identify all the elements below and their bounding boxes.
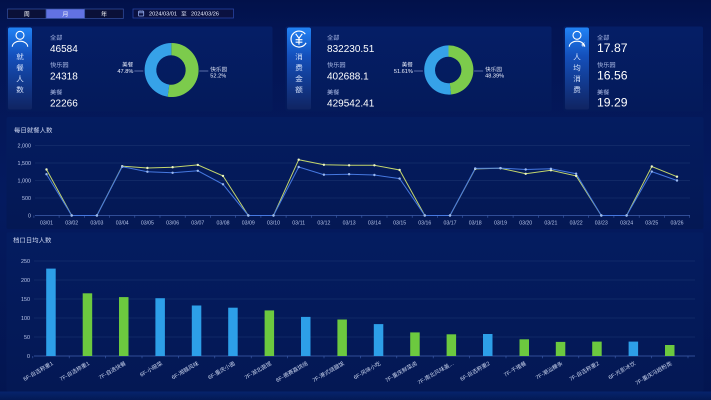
svg-text:1: 1 [49,361,55,368]
svg-text:03/20: 03/20 [519,221,532,227]
svg-text:03/06: 03/06 [166,221,179,227]
svg-text:200: 200 [21,278,30,284]
svg-text:03/14: 03/14 [368,221,381,227]
svg-text:03/03: 03/03 [90,221,103,227]
svg-text:03/18: 03/18 [469,221,482,227]
svg-text:03/02: 03/02 [65,221,78,227]
svg-text:0: 0 [27,354,30,360]
svg-text:6F-: 6F- [139,369,149,378]
svg-text:03/11: 03/11 [292,221,305,227]
svg-text:24318: 24318 [50,71,78,82]
svg-text:6F-: 6F- [353,372,363,381]
svg-text:03/05: 03/05 [141,221,154,227]
svg-text:03/26: 03/26 [671,221,684,227]
svg-text:7F-: 7F- [635,377,645,386]
svg-text:03/22: 03/22 [570,221,583,227]
svg-text:¥: ¥ [581,42,585,49]
svg-text:03/01: 03/01 [40,221,53,227]
svg-text:1: 1 [85,361,91,368]
svg-text:7F-: 7F- [59,374,69,383]
svg-text:46584: 46584 [50,44,78,55]
svg-text:6F-: 6F- [275,375,285,384]
svg-text:7F-: 7F- [98,372,108,381]
svg-text:1,000: 1,000 [18,179,32,185]
svg-text:03/12: 03/12 [317,221,330,227]
svg-text:03/10: 03/10 [267,221,280,227]
svg-text:17.87: 17.87 [597,41,628,55]
svg-text:2,000: 2,000 [18,144,32,150]
svg-text:7F-: 7F- [569,374,579,383]
svg-text:2024/03/26: 2024/03/26 [191,12,219,18]
svg-text:03/24: 03/24 [620,221,633,227]
svg-text:6F-: 6F- [459,374,469,383]
svg-text:50: 50 [24,335,30,341]
svg-text:2: 2 [486,361,492,368]
svg-text:03/21: 03/21 [544,221,557,227]
svg-text:03/17: 03/17 [444,221,457,227]
svg-text:03/23: 03/23 [595,221,608,227]
svg-text:429542.41: 429542.41 [327,99,375,110]
svg-text:51.61%: 51.61% [394,69,413,75]
svg-text:7F-: 7F- [312,375,322,384]
svg-text:22266: 22266 [50,99,78,110]
svg-text:7F-: 7F- [244,372,254,381]
svg-text:03/08: 03/08 [217,221,230,227]
svg-text:03/25: 03/25 [645,221,658,227]
svg-text:47.8%: 47.8% [117,69,133,75]
svg-text:250: 250 [21,259,30,265]
svg-text:7F-: 7F- [503,369,513,378]
svg-text:6F-: 6F- [207,372,217,381]
svg-text:03/13: 03/13 [343,221,356,227]
svg-text:19.29: 19.29 [597,96,628,110]
svg-text:03/04: 03/04 [116,221,129,227]
svg-text:03/16: 03/16 [418,221,431,227]
svg-text:402688.1: 402688.1 [327,71,369,82]
svg-text:16.56: 16.56 [597,68,628,82]
svg-text:2024/03/01: 2024/03/01 [149,12,177,18]
svg-text:100: 100 [21,316,30,322]
svg-text:...: ... [448,361,455,369]
svg-text:6F-: 6F- [171,372,181,381]
svg-text:6F-: 6F- [23,374,33,383]
svg-text:0: 0 [28,214,31,220]
svg-text:48.39%: 48.39% [485,74,504,80]
svg-text:6F-: 6F- [608,372,618,381]
svg-text:832230.51: 832230.51 [327,44,375,55]
svg-text:03/19: 03/19 [494,221,507,227]
svg-text:52.2%: 52.2% [210,74,226,80]
svg-text:500: 500 [22,196,31,202]
svg-text:03/07: 03/07 [191,221,204,227]
svg-text:1,500: 1,500 [18,161,32,167]
svg-text:03/15: 03/15 [393,221,406,227]
svg-text:7F-: 7F- [535,372,545,381]
svg-text:7F-: 7F- [384,375,394,384]
svg-text:2: 2 [595,361,601,368]
svg-text:7F-: 7F- [417,377,427,386]
svg-text:03/09: 03/09 [242,221,255,227]
svg-text:150: 150 [21,297,30,303]
